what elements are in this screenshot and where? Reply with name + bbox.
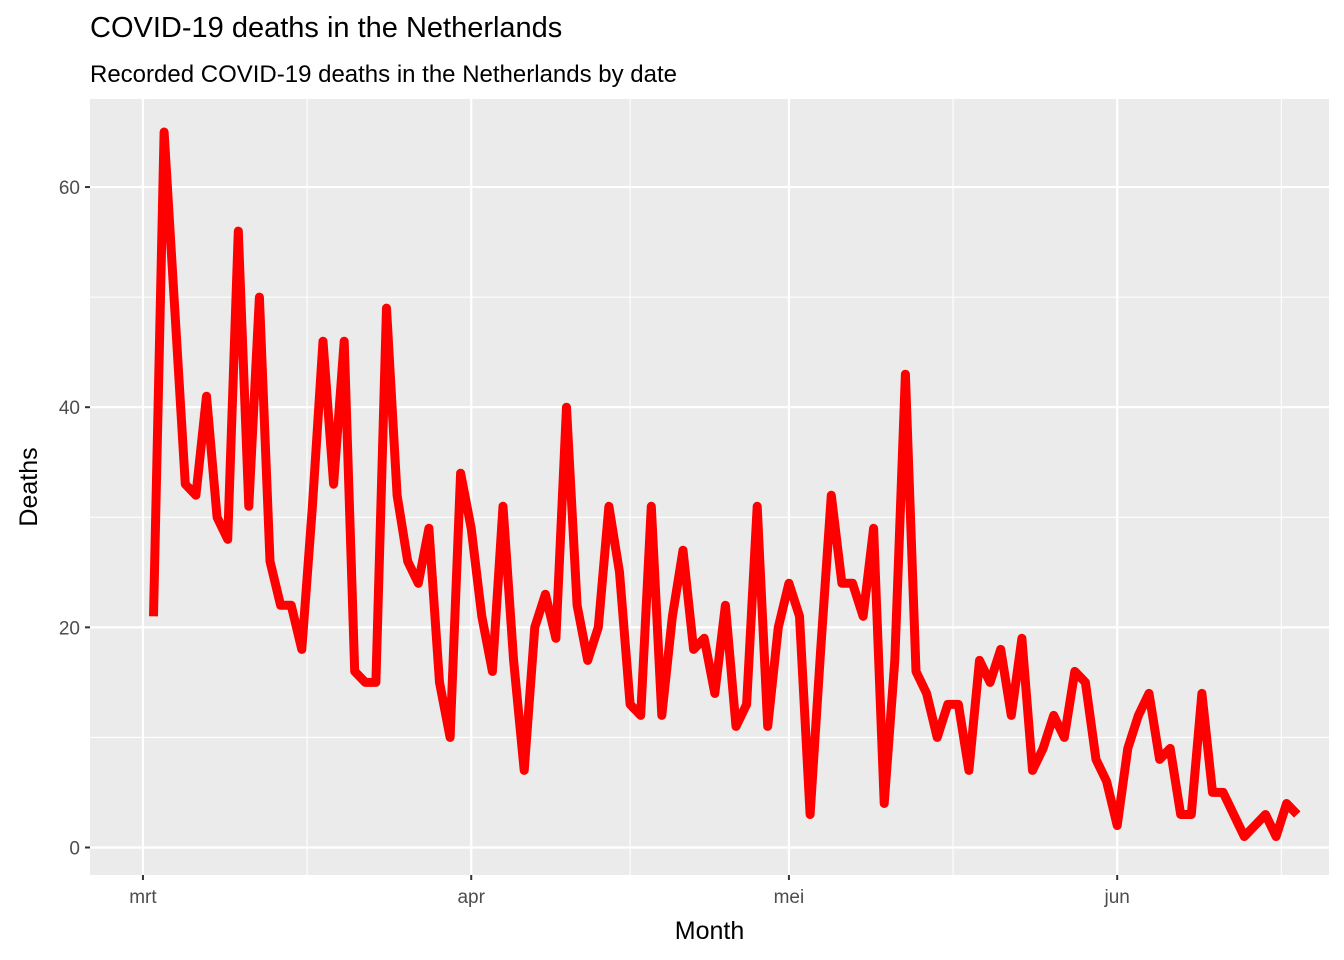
minor-gridlines	[90, 99, 1329, 875]
chart-title: COVID-19 deaths in the Netherlands	[90, 12, 563, 44]
y-tick-label: 0	[69, 838, 80, 859]
x-tick-label: mei	[774, 887, 805, 908]
y-tick-label: 60	[59, 178, 80, 199]
y-axis-title: Deaths	[15, 447, 43, 526]
major-gridlines	[90, 99, 1329, 875]
y-axis: 0 20 40 60	[59, 178, 90, 859]
x-tick-label: jun	[1104, 887, 1130, 908]
y-tick-label: 40	[59, 398, 80, 419]
x-tick-label: mrt	[129, 887, 157, 908]
chart-subtitle: Recorded COVID-19 deaths in the Netherla…	[90, 61, 678, 88]
y-tick-label: 20	[59, 618, 80, 639]
plot-panel	[90, 99, 1329, 875]
deaths-series-line	[149, 127, 1301, 841]
x-tick-label: apr	[457, 887, 485, 908]
x-axis-title: Month	[675, 917, 744, 945]
x-axis: mrt apr mei jun	[129, 875, 1130, 908]
